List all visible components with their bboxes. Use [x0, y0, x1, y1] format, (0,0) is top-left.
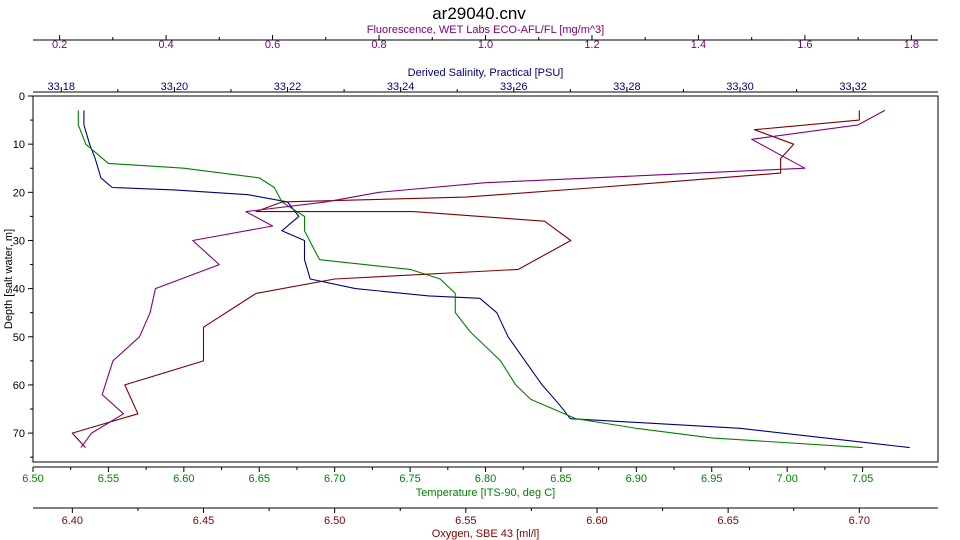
temperature-tick-label: 6.65 [249, 473, 270, 485]
salinity-tick-label: 33.18 [48, 81, 76, 93]
oxygen-tick-label: 6.60 [586, 515, 607, 527]
fluorescence-tick-label: 0.6 [265, 39, 280, 51]
oxygen-tick-label: 6.55 [455, 515, 476, 527]
oxygen-tick-label: 6.50 [324, 515, 345, 527]
salinity-tick-label: 33.24 [387, 81, 415, 93]
y-tick-label-20: 20 [13, 187, 25, 199]
oxygen-tick-label: 6.70 [849, 515, 870, 527]
oxygen-tick-label: 6.45 [193, 515, 214, 527]
salinity-tick-label: 33.26 [500, 81, 528, 93]
plot-area [32, 95, 939, 463]
temperature-tick-label: 6.60 [173, 473, 194, 485]
fluorescence-axis-title: Fluorescence, WET Labs ECO-AFL/FL [mg/m^… [367, 24, 604, 36]
temperature-tick-label: 6.75 [399, 473, 420, 485]
y-tick-label-50: 50 [13, 332, 25, 344]
salinity-tick-label: 33.32 [839, 81, 867, 93]
oxygen-profile-line [71, 110, 860, 448]
temperature-tick-label: 6.55 [98, 473, 119, 485]
temperature-profile-line [77, 110, 863, 449]
salinity-profile-line [83, 110, 910, 449]
fluorescence-tick-label: 1.4 [691, 39, 706, 51]
salinity-tick-label: 33.20 [161, 81, 189, 93]
salinity-tick-label: 33.22 [274, 81, 302, 93]
temperature-tick-label: 6.90 [626, 473, 647, 485]
oxygen-tick-label: 6.40 [62, 515, 83, 527]
salinity-tick-label: 33.30 [726, 81, 754, 93]
fluorescence-tick-label: 1.0 [478, 39, 493, 51]
y-tick-label-70: 70 [13, 428, 25, 440]
oxygen-tick-label: 6.65 [717, 515, 738, 527]
fluorescence-tick-label: 0.4 [158, 39, 173, 51]
salinity-tick-label: 33.28 [613, 81, 641, 93]
series-layer [71, 109, 910, 449]
fluorescence-tick-label: 1.8 [904, 39, 919, 51]
fluorescence-tick-label: 0.2 [52, 39, 67, 51]
temperature-tick-label: 7.00 [776, 473, 797, 485]
temperature-axis-title: Temperature [ITS-90, deg C] [416, 487, 555, 499]
chart-title: ar29040.cnv [432, 4, 526, 23]
fluorescence-tick-label: 0.8 [371, 39, 386, 51]
temperature-tick-label: 6.70 [324, 473, 345, 485]
fluorescence-tick-label: 1.2 [584, 39, 599, 51]
y-tick-label-30: 30 [13, 235, 25, 247]
y-tick-label-40: 40 [13, 284, 25, 296]
temperature-tick-label: 6.85 [550, 473, 571, 485]
temperature-tick-label: 6.95 [701, 473, 722, 485]
salinity-axis-title: Derived Salinity, Practical [PSU] [408, 67, 564, 79]
fluorescence-tick-label: 1.6 [797, 39, 812, 51]
y-axis-label: Depth [salt water, m] [3, 229, 15, 329]
temperature-tick-label: 6.80 [475, 473, 496, 485]
temperature-tick-label: 7.05 [852, 473, 873, 485]
fluorescence-profile-line [80, 109, 886, 448]
oxygen-axis-title: Oxygen, SBE 43 [ml/l] [432, 528, 540, 540]
y-tick-label-60: 60 [13, 380, 25, 392]
temperature-tick-label: 6.50 [22, 473, 43, 485]
axes-layer: 0 10 20 30 40 50 60 70 0.2 0.4 0.6 0.8 1.0 1.2 1.4 1.6 1… [13, 24, 938, 540]
y-tick-label-10: 10 [13, 139, 25, 151]
y-tick-label-0: 0 [19, 91, 25, 103]
